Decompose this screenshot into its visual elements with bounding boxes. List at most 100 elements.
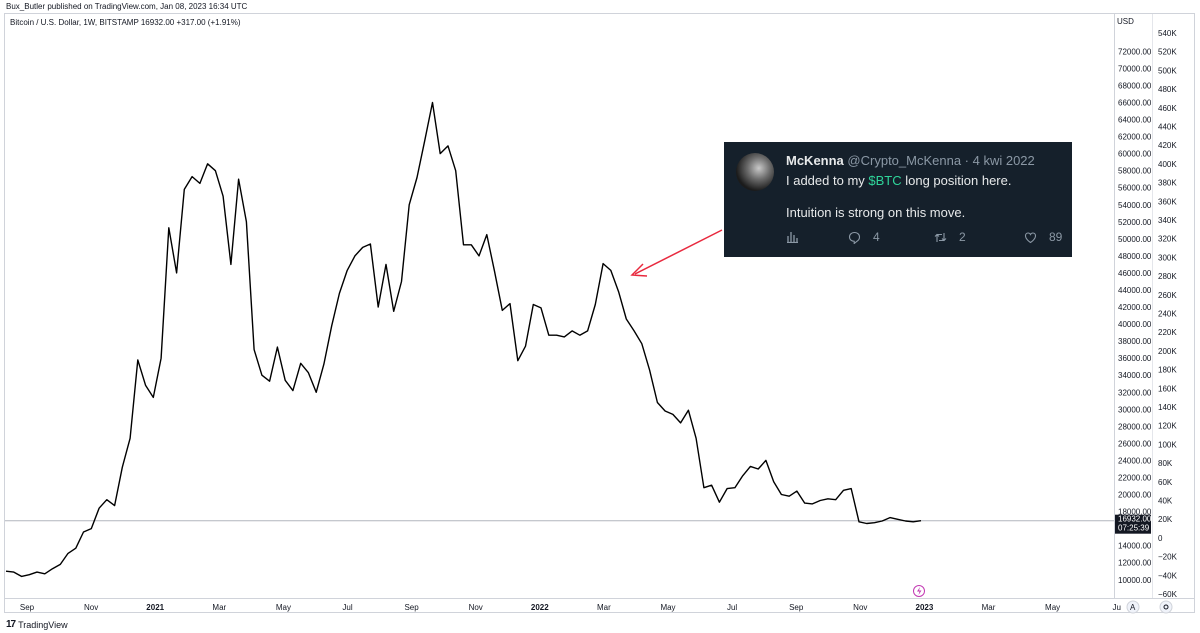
y2-tick-label: 460K <box>1158 104 1177 113</box>
currency-label: USD <box>1117 17 1134 26</box>
y2-tick-label: 80K <box>1158 459 1173 468</box>
y2-tick-label: 480K <box>1158 85 1177 94</box>
y2-tick-label: 260K <box>1158 291 1177 300</box>
y2-tick-label: 0 <box>1158 534 1163 543</box>
y2-tick-label: 220K <box>1158 328 1177 337</box>
y-tick-label: 64000.00 <box>1118 116 1152 125</box>
y-tick-label: 60000.00 <box>1118 150 1152 159</box>
y-tick-label: 24000.00 <box>1118 456 1152 465</box>
retweet-count: 2 <box>959 230 966 244</box>
y-tick-label: 20000.00 <box>1118 491 1152 500</box>
y2-tick-label: −60K <box>1158 590 1178 599</box>
y-tick-label: 40000.00 <box>1118 320 1152 329</box>
y-tick-label: 38000.00 <box>1118 337 1152 346</box>
svg-text:16932.00: 16932.00 <box>1118 515 1152 524</box>
y-tick-label: 48000.00 <box>1118 252 1152 261</box>
y-tick-label: 58000.00 <box>1118 167 1152 176</box>
brand-name: TradingView <box>18 619 68 630</box>
y-tick-label: 66000.00 <box>1118 98 1152 107</box>
y2-tick-label: 380K <box>1158 179 1177 188</box>
y-tick-label: 22000.00 <box>1118 473 1152 482</box>
y-tick-label: 44000.00 <box>1118 286 1152 295</box>
y-tick-label: 34000.00 <box>1118 371 1152 380</box>
like-button[interactable]: 89 <box>1024 230 1062 244</box>
tradingview-logo[interactable]: 17 TradingView <box>6 619 68 630</box>
y2-tick-label: 440K <box>1158 123 1177 132</box>
publish-info: Bux_Butler published on TradingView.com,… <box>6 2 248 11</box>
y-tick-label: 56000.00 <box>1118 184 1152 193</box>
tweet-text-line-1: I added to my $BTC long position here. <box>786 173 1012 188</box>
lightning-icon[interactable] <box>913 585 925 597</box>
price-series-line <box>5 101 922 578</box>
x-tick-label: 2023 <box>916 603 934 612</box>
y2-tick-label: 500K <box>1158 66 1177 75</box>
x-tick-label: Sep <box>20 603 35 612</box>
y2-tick-label: 60K <box>1158 478 1173 487</box>
x-tick-label: Sep <box>789 603 804 612</box>
retweet-button[interactable]: 2 <box>934 230 966 244</box>
y2-tick-label: 200K <box>1158 347 1177 356</box>
auto-scale-button[interactable]: A <box>1126 600 1140 614</box>
annotation-arrow <box>630 229 723 277</box>
y-tick-label: 10000.00 <box>1118 576 1152 585</box>
y-tick-label: 14000.00 <box>1118 542 1152 551</box>
y-tick-label: 42000.00 <box>1118 303 1152 312</box>
y-tick-label: 62000.00 <box>1118 133 1152 142</box>
x-tick-label: May <box>276 603 291 612</box>
y2-tick-label: 100K <box>1158 440 1177 449</box>
x-tick-label: May <box>660 603 675 612</box>
y2-tick-label: 240K <box>1158 310 1177 319</box>
settings-icon[interactable] <box>1159 600 1173 614</box>
symbol-info: Bitcoin / U.S. Dollar, 1W, BITSTAMP 1693… <box>10 18 241 27</box>
y-tick-label: 26000.00 <box>1118 439 1152 448</box>
x-tick-label: May <box>1045 603 1060 612</box>
y2-tick-label: 340K <box>1158 216 1177 225</box>
y2-tick-label: 20K <box>1158 515 1173 524</box>
y-tick-label: 70000.00 <box>1118 64 1152 73</box>
x-tick-label: Nov <box>469 603 483 612</box>
y2-tick-label: 360K <box>1158 197 1177 206</box>
y2-tick-label: 40K <box>1158 497 1173 506</box>
author-name[interactable]: McKenna <box>786 153 844 168</box>
y2-tick-label: 400K <box>1158 160 1177 169</box>
tweet-header: McKenna @Crypto_McKenna · 4 kwi 2022 <box>786 153 1035 168</box>
tweet-actions: 4 2 89 <box>786 230 1066 246</box>
x-tick-label: 2021 <box>146 603 164 612</box>
y-tick-label: 52000.00 <box>1118 218 1152 227</box>
y2-tick-label: 420K <box>1158 141 1177 150</box>
y-tick-label: 50000.00 <box>1118 235 1152 244</box>
y2-tick-label: 140K <box>1158 403 1177 412</box>
retweet-icon <box>934 232 947 242</box>
x-tick-label: Mar <box>982 603 996 612</box>
x-tick-label: Nov <box>84 603 98 612</box>
y2-tick-label: 520K <box>1158 48 1177 57</box>
x-tick-label: Jul <box>342 603 352 612</box>
y2-tick-label: 320K <box>1158 235 1177 244</box>
x-tick-label: 2022 <box>531 603 549 612</box>
last-price-tag: 16932.00 07:25:39 <box>1115 514 1152 534</box>
analytics-icon <box>787 232 798 243</box>
y-tick-label: 36000.00 <box>1118 354 1152 363</box>
x-tick-label: Nov <box>853 603 867 612</box>
cashtag-link[interactable]: $BTC <box>868 173 902 188</box>
y-tick-label: 72000.00 <box>1118 47 1152 56</box>
tweet-text-line-2: Intuition is strong on this move. <box>786 205 966 220</box>
reply-button[interactable]: 4 <box>848 230 880 244</box>
like-count: 89 <box>1049 230 1063 244</box>
y2-tick-label: 120K <box>1158 422 1177 431</box>
author-handle-date[interactable]: @Crypto_McKenna · 4 kwi 2022 <box>847 153 1035 168</box>
y-tick-label: 54000.00 <box>1118 201 1152 210</box>
reply-count: 4 <box>873 230 880 244</box>
reply-icon <box>848 231 861 244</box>
analytics-button[interactable] <box>786 230 799 243</box>
y-tick-label: 12000.00 <box>1118 559 1152 568</box>
svg-text:07:25:39: 07:25:39 <box>1118 524 1150 533</box>
y-tick-label: 46000.00 <box>1118 269 1152 278</box>
avatar[interactable] <box>736 153 774 191</box>
y2-tick-label: 160K <box>1158 384 1177 393</box>
like-icon <box>1024 231 1037 243</box>
svg-text:A: A <box>1130 603 1136 612</box>
y2-tick-label: −20K <box>1158 553 1178 562</box>
tweet-card[interactable]: McKenna @Crypto_McKenna · 4 kwi 2022 I a… <box>724 142 1072 257</box>
